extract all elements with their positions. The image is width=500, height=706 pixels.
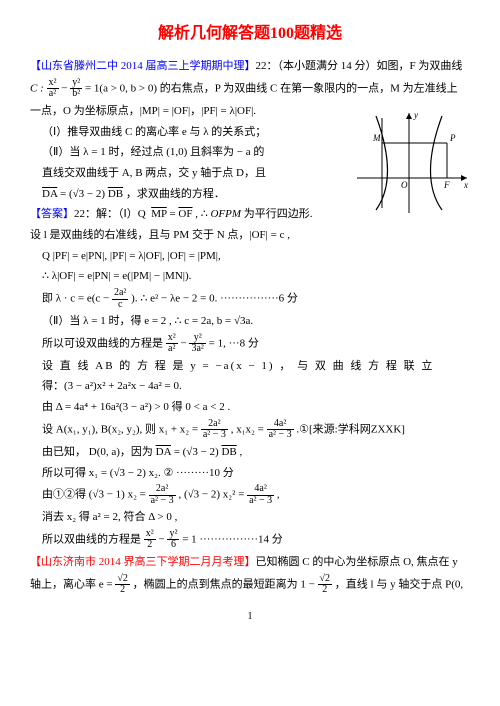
label-m: M bbox=[372, 133, 381, 143]
frac-x2a2: x²a² bbox=[47, 78, 59, 100]
answer-label: 【答案】 bbox=[30, 208, 74, 220]
hyperbola-figure: M P O F x y bbox=[347, 108, 472, 218]
page-title: 解析几何解答题100题精选 bbox=[30, 20, 470, 47]
label-o: O bbox=[401, 180, 408, 190]
ans-l11: 由已知， D(0, a)，因为 DA = (√3 − 2) DB , bbox=[42, 443, 470, 462]
frac-y2b2: y²b² bbox=[70, 78, 82, 100]
vec-da: DA bbox=[42, 188, 57, 200]
ans-l9: 由 Δ = 4a⁴ + 16a²(3 − a²) > 0 得 0 < a < 2… bbox=[42, 398, 470, 417]
frac-prod2: 4a²a² − 3 bbox=[247, 484, 274, 506]
page-number: 1 bbox=[30, 608, 470, 625]
problem2-header: 【山东济南市 2014 界高三下学期二月月考理】已知椭圆 C 的中心为坐标原点 … bbox=[30, 553, 470, 572]
ans-l6: 所以可设双曲线的方程是 x²a² − y²3a² = 1, ···8 分 bbox=[42, 333, 470, 355]
frac-final1: x²2 bbox=[144, 529, 156, 551]
problem-line2-rest: = 1(a > 0, b > 0) 的右焦点，P 为双曲线 C 在第一象限内的一… bbox=[85, 82, 458, 94]
label-p: P bbox=[449, 133, 456, 143]
problem2-line2: 轴上，离心率 e = √22 ，椭圆上的点到焦点的最短距离为 1 − √22 ，… bbox=[30, 574, 470, 596]
frac-dist: √22 bbox=[318, 574, 333, 596]
vec-db: DB bbox=[108, 188, 123, 200]
label-y: y bbox=[413, 110, 418, 120]
ans-l3: ∴ λ|OF| = e|PN| = e(|PM| − |MN|). bbox=[42, 267, 470, 286]
ans-l1: 设 l 是双曲线的右准线，且与 PM 交于 N 点，|OF| = c , bbox=[30, 226, 470, 245]
problem-intro: （本小题满分 14 分）如图，F 为双曲线 bbox=[278, 60, 463, 72]
ans-l7: 设 直 线 AB 的 方 程 是 y = −a(x − 1) ， 与 双 曲 线… bbox=[42, 357, 470, 376]
frac-sum: 2a²a² − 3 bbox=[201, 419, 228, 441]
ans-l15: 所以双曲线的方程是 x²2 − y²6 = 1 ················… bbox=[42, 529, 470, 551]
answer-num: 22：解： bbox=[74, 208, 118, 220]
source2-label: 【山东济南市 2014 界高三下学期二月月考理】 bbox=[30, 556, 256, 568]
label-f: F bbox=[443, 180, 450, 190]
ans-l4: 即 λ · c = e(c − 2a²c ). ∴ e² − λe − 2 = … bbox=[42, 288, 470, 310]
source1-label: 【山东省滕州二中 2014 届高三上学期期中理】 bbox=[30, 60, 256, 72]
problem-line2: C : x²a² − y²b² = 1(a > 0, b > 0) 的右焦点，P… bbox=[30, 78, 470, 100]
ans-l10: 设 A(x₁, y₁), B(x₂, y₂), 则 x₁ + x₂ = 2a²a… bbox=[42, 419, 470, 441]
problem-header: 【山东省滕州二中 2014 届高三上学期期中理】22：（本小题满分 14 分）如… bbox=[30, 57, 470, 76]
problem-number: 22： bbox=[256, 60, 278, 72]
frac-y3a2: y²3a² bbox=[189, 333, 205, 355]
frac-prod: 4a²a² − 3 bbox=[267, 419, 294, 441]
ans-l12: 所以可得 x₁ = (√3 − 2) x₂. ② ·········10 分 bbox=[42, 464, 470, 483]
frac-final2: y²6 bbox=[167, 529, 179, 551]
frac-2a2c: 2a²c bbox=[112, 288, 128, 310]
frac-e: √22 bbox=[115, 574, 130, 596]
ans-l5: （Ⅱ）当 λ = 1 时，得 e = 2 , ∴ c = 2a, b = √3a… bbox=[42, 312, 470, 331]
ans-l2: Q |PF| = e|PN|, |PF| = λ|OF|, |OF| = |PM… bbox=[42, 247, 470, 266]
label-x: x bbox=[463, 180, 468, 190]
frac-sum2: 2a²a² − 3 bbox=[149, 484, 176, 506]
ans-l14: 消去 x₂ 得 a² = 2, 符合 Δ > 0 , bbox=[42, 508, 470, 527]
ans-l8: 得：(3 − a²)x² + 2a²x − 4a² = 0. bbox=[42, 377, 470, 396]
ans-l13: 由①②得 (√3 − 1) x₂ = 2a²a² − 3 , (√3 − 2) … bbox=[42, 484, 470, 506]
frac-xa2: x²a² bbox=[166, 333, 178, 355]
c-label: C : bbox=[30, 82, 44, 94]
